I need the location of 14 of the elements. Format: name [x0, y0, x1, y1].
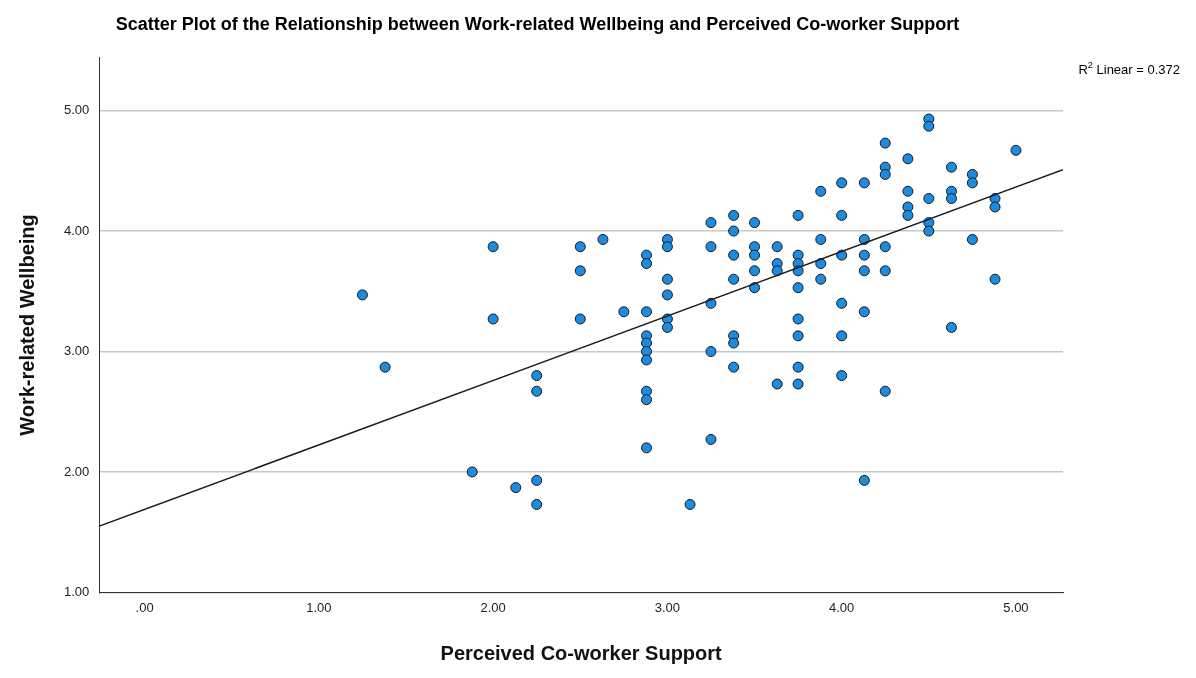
y-axis-title: Work-related Wellbeing — [15, 214, 38, 436]
x-tick-label: 4.00 — [829, 599, 855, 615]
x-tick-label: .00 — [135, 599, 154, 615]
x-axis-title: Perceived Co-worker Support — [440, 641, 723, 664]
x-tick-label: 1.00 — [306, 599, 332, 615]
x-tick-label: 2.00 — [480, 599, 506, 615]
chart-title: Scatter Plot of the Relationship between Work-related Wellbeing and Perceived Co-worker Support — [115, 13, 960, 34]
y-tick-label: 1.00 — [63, 583, 90, 599]
y-tick-label: 4.00 — [63, 222, 90, 238]
y-tick-label: 2.00 — [63, 463, 90, 479]
y-tick-label: 5.00 — [63, 102, 90, 118]
x-tick-label: 5.00 — [1003, 599, 1029, 615]
y-tick-label: 3.00 — [63, 343, 90, 359]
x-tick-label: 3.00 — [654, 599, 681, 615]
